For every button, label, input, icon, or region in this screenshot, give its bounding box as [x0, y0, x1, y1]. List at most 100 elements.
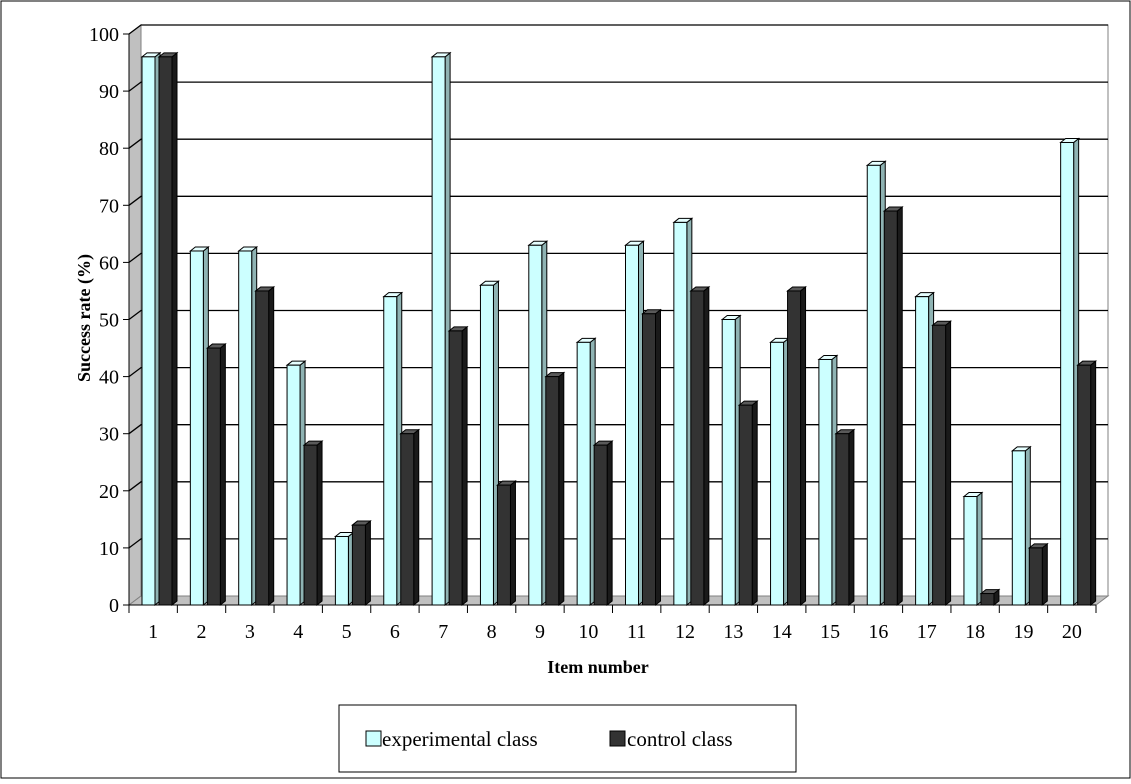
- bar-control-1: [157, 51, 179, 607]
- bar-front: [721, 319, 736, 606]
- bar-side: [606, 440, 613, 607]
- x-tick-label: 11: [627, 621, 646, 643]
- bar-side: [316, 440, 323, 607]
- x-tick-label: 3: [245, 621, 255, 643]
- bar-front: [980, 593, 995, 606]
- bar-control-2: [205, 343, 227, 607]
- legend-box: [338, 704, 797, 773]
- x-tick-label: 6: [390, 621, 400, 643]
- x-tick-label: 14: [772, 621, 792, 643]
- x-tick-label: 20: [1062, 621, 1082, 643]
- x-tick-label: 7: [438, 621, 448, 643]
- bar-experimental-20: [1059, 137, 1081, 607]
- bar-front: [206, 347, 221, 606]
- bar-experimental-19: [1010, 445, 1032, 607]
- bar-side: [703, 285, 710, 607]
- bar-front: [593, 444, 608, 606]
- bar-front: [770, 341, 785, 606]
- x-tick-label: 16: [868, 621, 888, 643]
- gridline: [128, 309, 1108, 321]
- bar-control-7: [447, 325, 469, 607]
- bar-front: [1077, 364, 1092, 606]
- bar-front: [334, 535, 349, 606]
- x-tick-label: 18: [965, 621, 985, 643]
- y-tick-label: 50: [99, 310, 119, 332]
- x-tick-label: 17: [917, 621, 937, 643]
- bar-side: [896, 205, 903, 607]
- bar-experimental-5: [333, 531, 355, 607]
- bar-experimental-4: [285, 360, 307, 607]
- bar-front: [625, 244, 639, 606]
- bar-side: [558, 371, 565, 607]
- bar-front: [1011, 450, 1026, 606]
- bar-front: [738, 404, 753, 606]
- x-tick-label: 8: [487, 621, 497, 643]
- bar-control-3: [254, 285, 276, 607]
- x-tick-label: 13: [723, 621, 743, 643]
- y-tick-label: 80: [99, 138, 119, 160]
- bar-front: [642, 313, 656, 606]
- legend-label-control: control class: [627, 727, 733, 751]
- bar-front: [545, 376, 560, 606]
- x-tick-label: 9: [535, 621, 545, 643]
- bar-control-18: [979, 588, 1001, 607]
- bar-control-14: [786, 285, 807, 607]
- bar-control-13: [737, 400, 759, 607]
- bar-side: [171, 51, 178, 607]
- bar-side: [364, 520, 371, 607]
- bar-control-12: [689, 285, 711, 607]
- bar-experimental-9: [527, 240, 549, 607]
- bar-control-19: [1027, 542, 1049, 607]
- bar-front: [673, 221, 688, 606]
- y-tick-label: 0: [109, 595, 119, 617]
- bar-front: [383, 296, 398, 606]
- bars: [140, 51, 1098, 607]
- bar-experimental-2: [188, 245, 210, 607]
- bar-experimental-14: [769, 337, 790, 607]
- bar-experimental-18: [962, 491, 984, 607]
- bar-experimental-3: [237, 245, 259, 607]
- bar-experimental-12: [672, 217, 694, 607]
- x-tick-label: 4: [293, 621, 303, 643]
- bar-front: [528, 244, 543, 606]
- bar-front: [303, 444, 318, 606]
- legend-swatch-control: [609, 730, 626, 747]
- bar-front: [1060, 141, 1075, 606]
- y-tick-label: 70: [99, 195, 119, 217]
- y-tick-label: 20: [99, 481, 119, 503]
- bar-experimental-6: [382, 291, 404, 607]
- bar-front: [286, 364, 301, 606]
- bar-side: [509, 480, 516, 607]
- x-tick-label: 15: [820, 621, 840, 643]
- legend-label-experimental: experimental class: [382, 727, 538, 751]
- bar-control-15: [834, 428, 856, 607]
- bar-front: [400, 433, 415, 606]
- x-tick-label: 5: [342, 621, 352, 643]
- legend: experimental class control class: [338, 704, 797, 773]
- x-tick-label: 10: [578, 621, 598, 643]
- y-tick-label: 100: [89, 24, 119, 46]
- bar-experimental-15: [817, 354, 839, 607]
- bar-experimental-16: [865, 160, 887, 607]
- gridline: [128, 24, 1108, 35]
- bar-front: [915, 296, 930, 606]
- bar-experimental-8: [479, 280, 500, 607]
- bar-side: [848, 428, 855, 607]
- bar-front: [883, 210, 898, 606]
- bar-control-6: [399, 428, 421, 607]
- bar-experimental-13: [720, 314, 742, 607]
- bar-front: [787, 290, 802, 606]
- bar-front: [351, 524, 366, 606]
- bar-control-10: [592, 440, 614, 607]
- bar-control-20: [1076, 360, 1098, 607]
- y-tick-label: 30: [99, 424, 119, 446]
- bar-front: [576, 341, 591, 606]
- bar-front: [479, 284, 494, 606]
- bar-front: [255, 290, 270, 606]
- bar-side: [219, 343, 226, 607]
- bar-front: [238, 250, 253, 606]
- bar-experimental-1: [140, 51, 162, 607]
- bar-front: [932, 324, 947, 606]
- bar-front: [141, 56, 156, 606]
